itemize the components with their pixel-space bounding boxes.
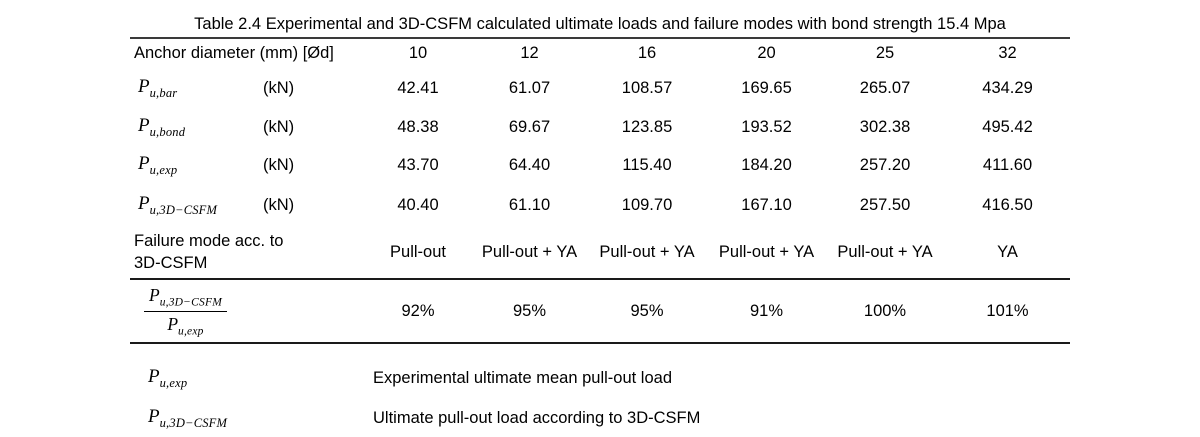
header-anchor-diameter-label: Anchor diameter (mm) [Ød] — [130, 37, 364, 68]
symbol-base: P — [149, 285, 160, 305]
table-row-pu-3dcsfm: Pu,3D−CSFM (kN) 40.40 61.10 109.70 167.1… — [130, 184, 1070, 226]
math-symbol-pu-3dcsfm: Pu,3D−CSFM — [138, 192, 218, 217]
value-cell: 108.57 — [621, 78, 673, 97]
ratio-value-cell: 101% — [945, 279, 1071, 344]
value-cell: 411.60 — [982, 155, 1033, 174]
value-cell: 434.29 — [982, 78, 1033, 97]
table-row-pu-bar: Pu,bar (kN) 42.41 61.07 108.57 169.65 26… — [130, 68, 1070, 108]
value-cell: 184.20 — [741, 155, 792, 174]
value-cell: 64.40 — [508, 155, 551, 174]
ratio-row: Pu,3D−CSFM Pu,exp 92% 95% 95% 91% 100% 1… — [130, 279, 1071, 344]
math-symbol-pu-exp: Pu,exp — [138, 152, 178, 177]
symbol-subscript: u,bond — [149, 124, 186, 139]
math-symbol-pu-bar: Pu,bar — [138, 75, 178, 100]
value-cell: 42.41 — [397, 78, 439, 97]
math-symbol-pu-bond: Pu,bond — [138, 114, 186, 139]
symbol-base: P — [167, 313, 179, 334]
failure-mode-cell: Pull-out + YA — [473, 226, 587, 280]
header-col-diameter: 12 — [473, 37, 587, 68]
failure-mode-cell: Pull-out + YA — [825, 226, 946, 280]
row-symbol-cell: Pu,bond — [130, 108, 263, 146]
fraction-denominator: Pu,exp — [144, 312, 227, 338]
table-row-pu-bond: Pu,bond (kN) 48.38 69.67 123.85 193.52 3… — [130, 108, 1070, 146]
value-cell: 115.40 — [622, 155, 672, 174]
ratio-value-cell: 95% — [473, 279, 587, 344]
failure-mode-cell: Pull-out — [363, 226, 474, 280]
footnote-description: Experimental ultimate mean pull-out load — [373, 368, 672, 387]
table-caption: Table 2.4 Experimental and 3D-CSFM calcu… — [194, 15, 1006, 33]
symbol-subscript: u,3D−CSFM — [149, 202, 218, 217]
value-cell: 123.85 — [621, 117, 673, 136]
table-row-pu-exp: Pu,exp (kN) 43.70 64.40 115.40 184.20 25… — [130, 146, 1070, 184]
value-cell: 169.65 — [741, 78, 792, 97]
header-col-diameter: 16 — [586, 37, 709, 68]
symbol-subscript: u,exp — [178, 325, 204, 337]
failure-mode-label-line2: 3D-CSFM — [134, 254, 208, 272]
value-cell: 265.07 — [859, 78, 911, 97]
failure-mode-cell: Pull-out + YA — [586, 226, 709, 280]
math-symbol-denominator: Pu,exp — [167, 313, 204, 338]
value-cell: 61.10 — [508, 195, 551, 214]
fraction-numerator: Pu,3D−CSFM — [144, 285, 227, 312]
row-symbol-cell: Pu,exp — [130, 146, 263, 184]
symbol-subscript: u,bar — [149, 85, 178, 100]
failure-mode-cell: YA — [945, 226, 1071, 280]
failure-mode-label: Failure mode acc. to 3D-CSFM — [130, 226, 364, 280]
value-cell: 61.07 — [508, 78, 551, 97]
value-cell: 193.52 — [741, 117, 792, 136]
value-cell: 109.70 — [621, 195, 673, 214]
row-unit: (kN) — [263, 155, 295, 174]
failure-mode-row: Failure mode acc. to 3D-CSFM Pull-out Pu… — [130, 226, 1071, 280]
symbol-subscript: u,3D−CSFM — [159, 296, 222, 309]
header-col-diameter: 10 — [363, 37, 474, 68]
footnote-pu-exp: Pu,exp Experimental ultimate mean pull-o… — [148, 358, 1200, 398]
footnote-pu-3dcsfm: Pu,3D−CSFM Ultimate pull-out load accord… — [148, 398, 1200, 437]
row-unit: (kN) — [263, 117, 295, 136]
header-col-diameter: 20 — [708, 37, 826, 68]
header-col-diameter: 32 — [945, 37, 1071, 68]
symbol-base: P — [148, 405, 160, 427]
symbol-base: P — [138, 75, 150, 97]
symbol-subscript: u,3D−CSFM — [159, 415, 228, 430]
ratio-value-cell: 100% — [825, 279, 946, 344]
ratio-value-cell: 91% — [708, 279, 826, 344]
value-cell: 302.38 — [859, 117, 911, 136]
ratio-label-cell: Pu,3D−CSFM Pu,exp — [130, 279, 364, 344]
table-header-row: Anchor diameter (mm) [Ød] 10 12 16 20 25… — [130, 37, 1071, 68]
value-cell: 495.42 — [982, 117, 1033, 136]
symbol-base: P — [148, 365, 160, 387]
symbol-base: P — [138, 114, 150, 136]
value-cell: 48.38 — [397, 117, 439, 136]
symbol-subscript: u,exp — [159, 375, 188, 390]
footnotes: Pu,exp Experimental ultimate mean pull-o… — [148, 358, 1200, 437]
math-symbol-numerator: Pu,3D−CSFM — [149, 285, 222, 309]
row-symbol-cell: Pu,3D−CSFM — [130, 184, 263, 226]
ratio-value-cell: 95% — [586, 279, 709, 344]
value-cell: 40.40 — [397, 195, 439, 214]
footnote-description: Ultimate pull-out load according to 3D-C… — [373, 408, 701, 427]
ratio-value-cell: 92% — [363, 279, 474, 344]
row-unit: (kN) — [263, 195, 295, 214]
ratio-fraction: Pu,3D−CSFM Pu,exp — [144, 285, 227, 337]
symbol-base: P — [138, 152, 150, 174]
value-cell: 257.50 — [859, 195, 911, 214]
value-cell: 257.20 — [859, 155, 911, 174]
value-cell: 43.70 — [397, 155, 439, 174]
value-cell: 416.50 — [982, 195, 1033, 214]
failure-mode-cell: Pull-out + YA — [708, 226, 826, 280]
row-unit: (kN) — [263, 78, 295, 97]
symbol-subscript: u,exp — [149, 162, 178, 177]
results-table: Anchor diameter (mm) [Ød] 10 12 16 20 25… — [130, 37, 1071, 344]
symbol-base: P — [138, 192, 150, 214]
math-symbol-pu-3dcsfm: Pu,3D−CSFM — [148, 406, 373, 431]
value-cell: 69.67 — [508, 117, 551, 136]
value-cell: 167.10 — [741, 195, 792, 214]
row-symbol-cell: Pu,bar — [130, 68, 263, 108]
failure-mode-label-line1: Failure mode acc. to — [134, 232, 284, 250]
math-symbol-pu-exp: Pu,exp — [148, 366, 373, 391]
header-col-diameter: 25 — [825, 37, 946, 68]
